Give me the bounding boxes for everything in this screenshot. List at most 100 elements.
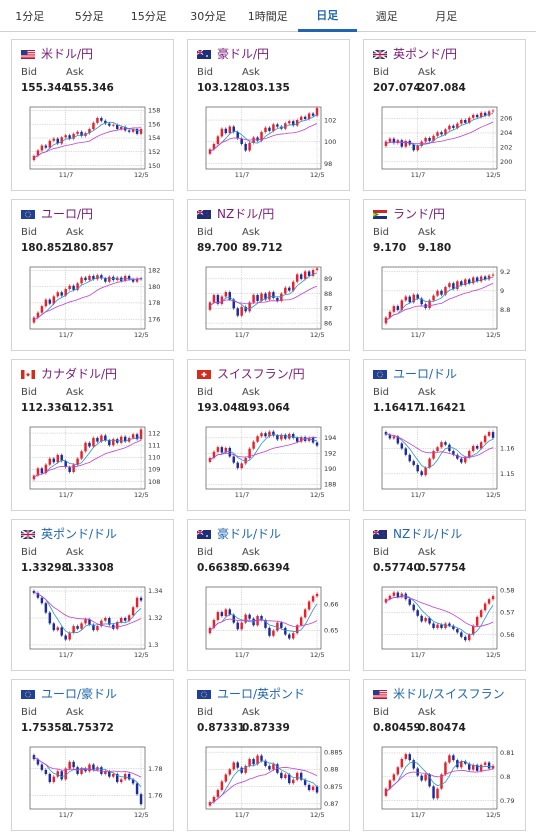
pair-name[interactable]: 米ドル/スイスフラン <box>393 687 505 701</box>
candle-body <box>464 457 467 463</box>
candle-body <box>428 300 431 309</box>
pair-name[interactable]: ユーロ/豪ドル <box>41 687 118 701</box>
currency-card[interactable]: 英ポンド/ドル Bid Ask 1.33298 1.33308 1.34 1.32 1.3 11… <box>11 519 174 671</box>
candlestick-chart[interactable]: 1.16 1.15 11/7 12/5 <box>368 419 523 509</box>
candlestick-chart[interactable]: 206 204 202 200 11/7 12/5 <box>368 99 523 189</box>
candle-body <box>483 112 487 116</box>
pair-name[interactable]: 英ポンド/ドル <box>41 527 118 541</box>
pair-link[interactable]: ユーロ/豪ドル <box>21 686 117 702</box>
pair-name[interactable]: ユーロ/ドル <box>393 367 458 381</box>
candlestick-chart[interactable]: 1.78 1.76 11/7 12/5 <box>16 739 171 829</box>
x-tick-label: 12/5 <box>486 491 501 499</box>
currency-card[interactable]: NZドル/ドル Bid Ask 0.57740 0.57754 0.58 0.57 0.56 1… <box>363 519 526 671</box>
pair-name[interactable]: 英ポンド/円 <box>393 47 458 61</box>
pair-name[interactable]: ユーロ/英ポンド <box>217 687 306 701</box>
candle-body <box>228 769 232 775</box>
candle-body <box>112 773 115 777</box>
candle-body <box>72 464 75 472</box>
candlestick-chart[interactable]: 0.885 0.88 0.875 0.87 11/7 12/5 <box>192 739 347 829</box>
y-tick-label: 89 <box>324 275 332 283</box>
pair-name[interactable]: スイスフラン/円 <box>217 367 305 381</box>
pair-link[interactable]: NZドル/ドル <box>373 526 462 542</box>
pair-name[interactable]: NZドル/円 <box>217 207 275 221</box>
ask-label: Ask <box>66 547 84 558</box>
tab-1min[interactable]: 1分足 <box>15 9 45 23</box>
tab-30min[interactable]: 30分足 <box>190 9 227 23</box>
pair-name[interactable]: ユーロ/円 <box>41 207 94 221</box>
candlestick-chart[interactable]: 89 88 87 86 11/7 12/5 <box>192 259 347 349</box>
pair-name[interactable]: カナダドル/円 <box>41 367 118 381</box>
pair-link[interactable]: スイスフラン/円 <box>197 366 305 382</box>
candle-body <box>252 441 255 449</box>
pair-link[interactable]: カナダドル/円 <box>21 366 117 382</box>
candle-body <box>131 779 135 784</box>
bid-value: 0.87331 <box>197 722 245 734</box>
pair-link[interactable]: ユーロ/円 <box>21 206 93 222</box>
moving-average-short <box>385 595 494 636</box>
pair-name[interactable]: NZドル/ドル <box>393 527 463 541</box>
candle-body <box>288 634 291 639</box>
candlestick-chart[interactable]: 1.34 1.32 1.3 11/7 12/5 <box>16 579 171 669</box>
tab-15min[interactable]: 15分足 <box>130 9 167 23</box>
candlestick-chart[interactable]: 0.66 0.65 11/7 12/5 <box>192 579 347 669</box>
pair-link[interactable]: 米ドル/円 <box>21 46 93 62</box>
moving-average-short <box>385 277 494 321</box>
bid-value: 1.16417 <box>373 402 421 414</box>
candle-body <box>232 299 235 309</box>
candlestick-chart[interactable]: 112 111 110 109 108 11/7 12/5 <box>16 419 171 509</box>
candle-body <box>315 268 319 270</box>
candlestick-chart[interactable]: 182 180 178 176 11/7 12/5 <box>16 259 171 349</box>
candlestick-chart[interactable]: 194 192 190 188 11/7 12/5 <box>192 419 347 509</box>
pair-link[interactable]: NZドル/円 <box>197 206 274 222</box>
tab-monthly[interactable]: 月足 <box>435 9 458 23</box>
ask-label: Ask <box>66 387 84 398</box>
currency-card[interactable]: ユーロ/円 Bid Ask 180.852 180.857 182 180 178 176 11/… <box>11 199 174 351</box>
currency-card[interactable]: スイスフラン/円 Bid Ask 193.048 193.064 194 192 190 188… <box>187 359 350 511</box>
pair-link[interactable]: 英ポンド/円 <box>373 46 457 62</box>
candle-body <box>76 458 79 465</box>
currency-card[interactable]: ランド/円 Bid Ask 9.170 9.180 9.2 9 8.8 11/7 12/5 <box>363 199 526 351</box>
candle-body <box>104 435 107 441</box>
pair-link[interactable]: 豪ドル/円 <box>197 46 269 62</box>
tab-weekly[interactable]: 週足 <box>375 9 398 23</box>
ask-label: Ask <box>418 547 436 558</box>
currency-card[interactable]: 豪ドル/円 Bid Ask 103.128 103.135 102 100 98 11/7 12/… <box>187 39 350 191</box>
y-tick-label: 98 <box>324 160 332 168</box>
candle-body <box>412 760 415 769</box>
candlestick-chart[interactable]: 9.2 9 8.8 11/7 12/5 <box>368 259 523 349</box>
candlestick-chart[interactable]: 102 100 98 11/7 12/5 <box>192 99 347 189</box>
pair-name[interactable]: 豪ドル/ドル <box>217 527 282 541</box>
pair-name[interactable]: 米ドル/円 <box>41 47 94 61</box>
currency-card[interactable]: 豪ドル/ドル Bid Ask 0.66385 0.66394 0.66 0.65 11/7 12… <box>187 519 350 671</box>
currency-card[interactable]: 米ドル/円 Bid Ask 155.344 155.346 158 156 154 152 150… <box>11 39 174 191</box>
pair-link[interactable]: ランド/円 <box>373 206 445 222</box>
y-tick-label: 190 <box>324 465 336 473</box>
pair-link[interactable]: 英ポンド/ドル <box>21 526 117 542</box>
pair-link[interactable]: ユーロ/英ポンド <box>197 686 305 702</box>
candlestick-chart[interactable]: 158 156 154 152 150 11/7 12/5 <box>16 99 171 189</box>
pair-link[interactable]: 米ドル/スイスフラン <box>373 686 505 702</box>
bid-label: Bid <box>21 707 37 718</box>
currency-card[interactable]: カナダドル/円 Bid Ask 112.336 112.351 112 111 110 109 1… <box>11 359 174 511</box>
candle-body <box>52 296 56 304</box>
currency-card[interactable]: 英ポンド/円 Bid Ask 207.074 207.084 206 204 202 200 11… <box>363 39 526 191</box>
pair-name[interactable]: 豪ドル/円 <box>217 47 270 61</box>
candle-body <box>307 271 311 276</box>
tab-1hour[interactable]: 1時間足 <box>247 9 288 23</box>
tab-5min[interactable]: 5分足 <box>74 9 104 23</box>
currency-card[interactable]: ユーロ/ドル Bid Ask 1.16417 1.16421 1.16 1.15 11/7 12… <box>363 359 526 511</box>
pair-name[interactable]: ランド/円 <box>393 207 446 221</box>
pair-link[interactable]: ユーロ/ドル <box>373 366 457 382</box>
candlestick-chart[interactable]: 0.81 0.8 0.79 11/7 12/5 <box>368 739 523 829</box>
currency-card[interactable]: ユーロ/豪ドル Bid Ask 1.75358 1.75372 1.78 1.76 11/7 1… <box>11 679 174 831</box>
currency-card[interactable]: ユーロ/英ポンド Bid Ask 0.87331 0.87339 0.885 0.88 0.8… <box>187 679 350 831</box>
currency-card[interactable]: NZドル/円 Bid Ask 89.700 89.712 89 88 87 86 11/7 12/5 <box>187 199 350 351</box>
currency-card[interactable]: 米ドル/スイスフラン Bid Ask 0.80459 0.80474 0.81 0.8 0.7… <box>363 679 526 831</box>
candlestick-chart[interactable]: 0.58 0.57 0.56 11/7 12/5 <box>368 579 523 669</box>
candle-body <box>127 615 131 621</box>
pair-link[interactable]: 豪ドル/ドル <box>197 526 281 542</box>
candle-body <box>131 434 135 438</box>
tab-daily[interactable]: 日足 <box>297 0 357 32</box>
candle-body <box>295 437 299 442</box>
candle-body <box>448 125 451 130</box>
